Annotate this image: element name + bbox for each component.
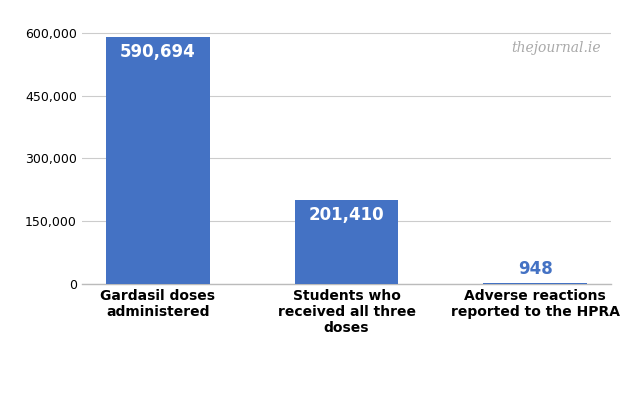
- Text: 201,410: 201,410: [309, 206, 384, 224]
- Text: thejournal.ie: thejournal.ie: [511, 41, 600, 55]
- Text: 948: 948: [518, 260, 553, 278]
- Bar: [106, 37, 210, 284]
- Bar: [295, 199, 398, 284]
- Text: 590,694: 590,694: [120, 43, 196, 61]
- Bar: [483, 283, 587, 284]
